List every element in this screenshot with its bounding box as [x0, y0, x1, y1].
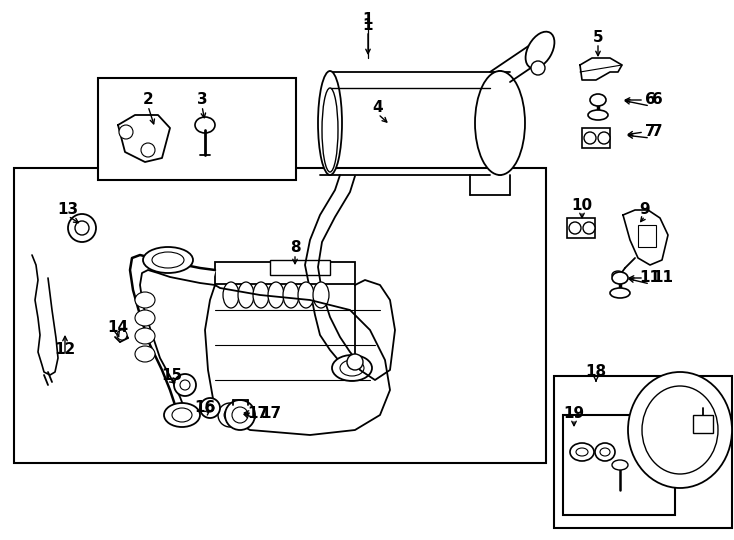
Ellipse shape [531, 61, 545, 75]
Bar [215, 262, 355, 284]
Polygon shape [130, 255, 215, 415]
Ellipse shape [576, 448, 588, 456]
Ellipse shape [313, 282, 329, 308]
Ellipse shape [584, 132, 596, 144]
Ellipse shape [642, 386, 718, 474]
Polygon shape [623, 210, 668, 265]
Bar [270, 260, 330, 275]
Polygon shape [32, 255, 58, 375]
Bar [98, 78, 296, 180]
Ellipse shape [174, 374, 196, 396]
Text: 8: 8 [290, 240, 300, 255]
Ellipse shape [595, 443, 615, 461]
Ellipse shape [143, 247, 193, 273]
Text: 10: 10 [572, 198, 592, 213]
Ellipse shape [135, 346, 155, 362]
Ellipse shape [488, 71, 512, 175]
Ellipse shape [117, 330, 127, 340]
Ellipse shape [195, 117, 215, 133]
Ellipse shape [610, 288, 630, 298]
Polygon shape [355, 280, 395, 380]
Ellipse shape [135, 310, 155, 326]
Ellipse shape [318, 71, 342, 175]
Bar [14, 168, 546, 463]
Text: 17: 17 [260, 406, 281, 421]
Ellipse shape [141, 143, 155, 157]
Text: 1: 1 [363, 12, 374, 28]
Text: 6: 6 [652, 92, 663, 107]
Bar [567, 218, 595, 238]
Ellipse shape [612, 271, 624, 279]
Bar [582, 128, 610, 148]
Text: 11: 11 [652, 271, 673, 286]
Bar [638, 225, 656, 247]
Text: 3: 3 [197, 92, 207, 107]
Bar [563, 415, 675, 515]
Polygon shape [118, 115, 170, 162]
Ellipse shape [75, 221, 89, 235]
Polygon shape [205, 285, 390, 435]
Ellipse shape [238, 282, 254, 308]
Text: 12: 12 [54, 342, 76, 357]
Ellipse shape [223, 282, 239, 308]
Ellipse shape [119, 125, 133, 139]
Ellipse shape [628, 372, 732, 488]
Ellipse shape [164, 403, 200, 427]
Text: 7: 7 [652, 125, 663, 139]
Ellipse shape [268, 282, 284, 308]
Text: 1: 1 [363, 17, 374, 32]
Ellipse shape [612, 460, 628, 470]
Ellipse shape [253, 282, 269, 308]
Text: 5: 5 [592, 30, 603, 44]
Ellipse shape [200, 398, 220, 418]
Text: 13: 13 [57, 202, 79, 218]
Ellipse shape [340, 360, 364, 376]
Ellipse shape [588, 110, 608, 120]
Polygon shape [580, 58, 622, 80]
Ellipse shape [225, 400, 255, 430]
Text: 11: 11 [639, 271, 661, 286]
Ellipse shape [135, 328, 155, 344]
Ellipse shape [322, 88, 338, 172]
Ellipse shape [172, 408, 192, 422]
Text: 4: 4 [373, 100, 383, 116]
Ellipse shape [68, 214, 96, 242]
Ellipse shape [570, 443, 594, 461]
Ellipse shape [135, 292, 155, 308]
Text: 2: 2 [142, 92, 153, 107]
Ellipse shape [232, 407, 248, 423]
Ellipse shape [347, 354, 363, 370]
Ellipse shape [475, 71, 525, 175]
Ellipse shape [152, 252, 184, 268]
Text: 18: 18 [586, 364, 606, 380]
Text: 15: 15 [161, 368, 183, 382]
Text: 6: 6 [644, 92, 655, 107]
Ellipse shape [612, 272, 628, 284]
Ellipse shape [569, 222, 581, 234]
Ellipse shape [600, 448, 610, 456]
Text: 16: 16 [195, 401, 216, 415]
Text: 17: 17 [247, 406, 269, 421]
Text: 19: 19 [564, 406, 584, 421]
Text: 9: 9 [640, 202, 650, 218]
Ellipse shape [180, 380, 190, 390]
Ellipse shape [218, 403, 242, 427]
Text: 7: 7 [644, 125, 655, 139]
Bar [554, 376, 732, 528]
Bar [693, 415, 713, 433]
Text: 14: 14 [107, 321, 128, 335]
Ellipse shape [298, 282, 314, 308]
Ellipse shape [206, 404, 214, 412]
Ellipse shape [526, 32, 554, 69]
Ellipse shape [224, 409, 236, 421]
Ellipse shape [332, 355, 372, 381]
Ellipse shape [598, 132, 610, 144]
Ellipse shape [283, 282, 299, 308]
Ellipse shape [590, 94, 606, 106]
Ellipse shape [583, 222, 595, 234]
